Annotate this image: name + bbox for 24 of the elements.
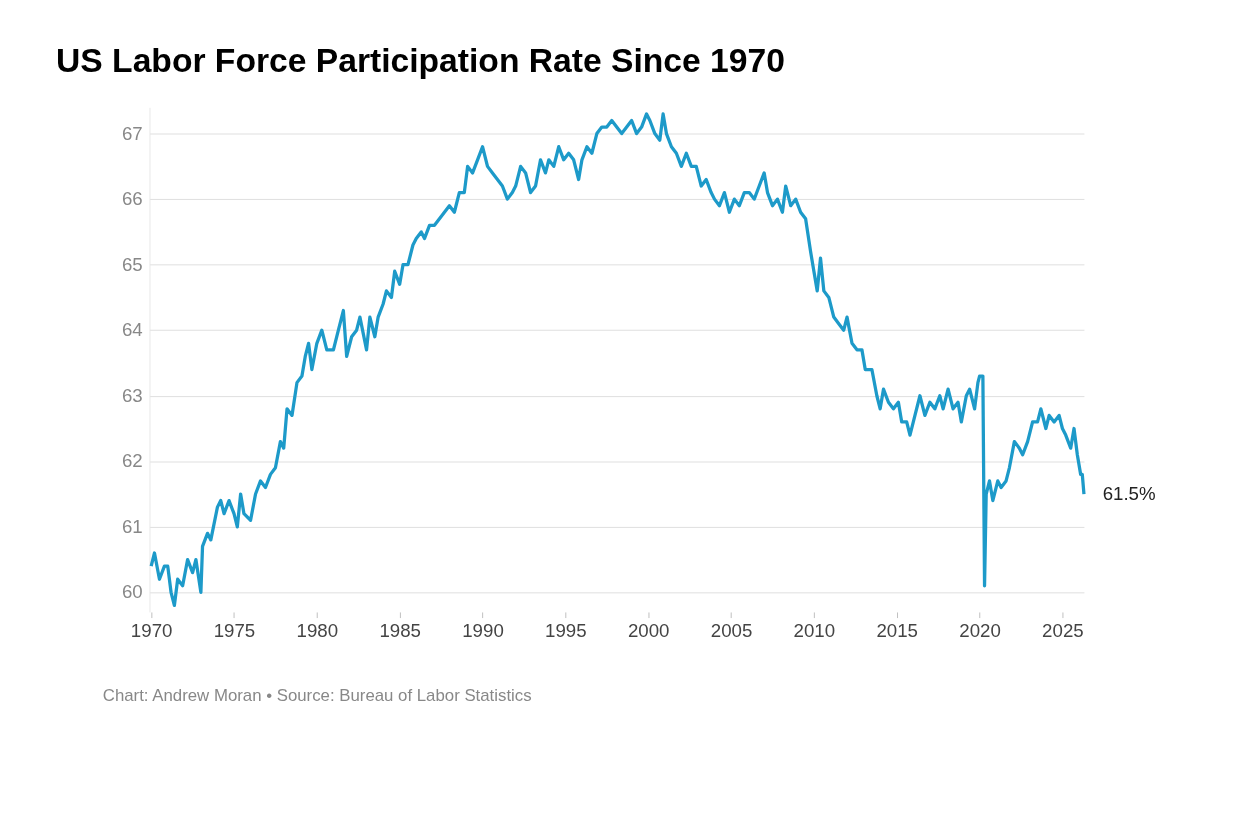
y-tick-label: 67 (121, 122, 143, 144)
y-tick-label: 66 (121, 188, 143, 210)
y-tick-label: 64 (121, 319, 143, 341)
annotation: 61.5% (1102, 482, 1156, 504)
x-tick-label: 1990 (462, 619, 504, 641)
x-tick-label: 1980 (296, 619, 339, 641)
x-tick-label: 2000 (627, 619, 670, 641)
y-tick-label: 61 (121, 515, 143, 537)
line-series (149, 112, 1086, 608)
y-tick-label: 60 (121, 581, 143, 603)
x-tick-label: 2025 (1042, 619, 1084, 641)
y-tick-label: 62 (121, 450, 143, 472)
x-tick-label: 1975 (213, 619, 256, 641)
text: Chart: Andrew Moran • Source: Bureau of Labor Statistics (102, 685, 532, 705)
chart-title: US Labor Force Participation Rate Since 1970 (56, 41, 785, 79)
y-tick-label: 65 (121, 253, 143, 275)
x-tick-label: 2020 (959, 619, 1001, 641)
x-tick-label: 1985 (379, 619, 421, 641)
x-tick-label: 1995 (545, 619, 587, 641)
x-tick-label: 2015 (876, 619, 918, 641)
x-tick-label: 1970 (130, 619, 173, 641)
x-tick-label: 2010 (793, 619, 836, 641)
x-tick-label: 2005 (710, 619, 753, 641)
y-tick-label: 63 (121, 384, 143, 406)
